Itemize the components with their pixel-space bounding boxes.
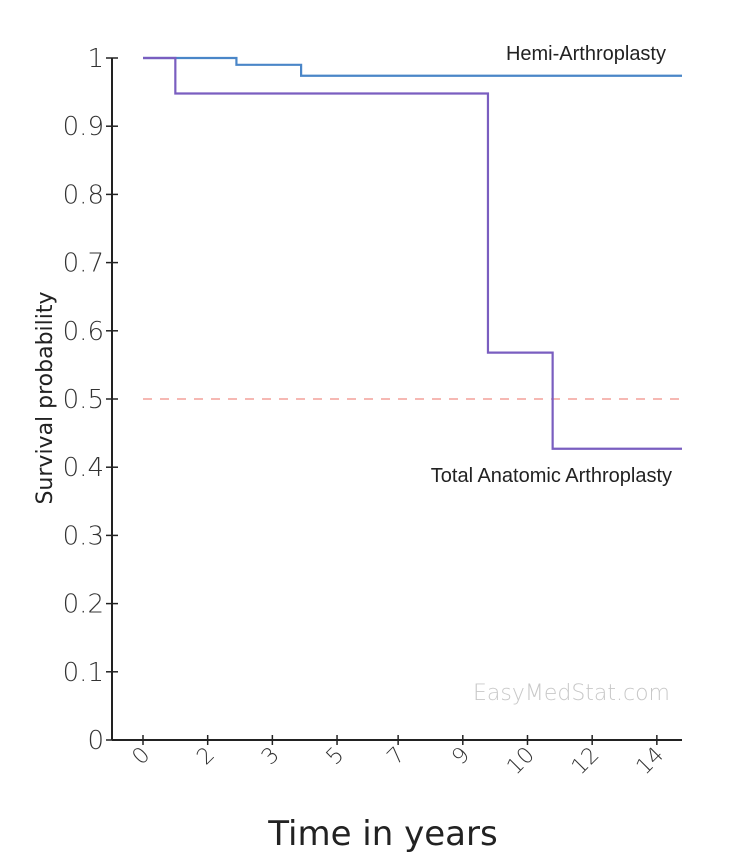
x-tick-label: 10 [502, 743, 539, 780]
y-tick-label: 0.4 [63, 453, 104, 483]
y-tick-label: 0 [87, 726, 104, 756]
y-tick-label: 1 [87, 44, 104, 74]
x-axis-title: Time in years [267, 814, 497, 854]
series-line-hemi-arthroplasty [143, 56, 682, 77]
y-tick-label: 0.3 [63, 521, 104, 551]
y-tick-label: 0.2 [63, 590, 104, 620]
y-tick-label: 0.6 [63, 317, 104, 347]
x-tick-label: 14 [632, 743, 669, 780]
x-tick-label: 3 [257, 743, 285, 771]
series-label-hemi-arthroplasty: Hemi-Arthroplasty [506, 43, 666, 65]
y-tick-label: 0.9 [63, 112, 104, 142]
x-tick-label: 5 [322, 743, 350, 771]
watermark-text: EasyMedStat.com [473, 681, 670, 706]
y-axis-ticks: 0 0.1 0.2 0.3 0.4 0.5 0.6 0.7 0.8 0.9 1 [63, 44, 118, 756]
y-tick-label: 0.7 [63, 249, 104, 279]
y-tick-label: 0.5 [63, 385, 104, 415]
x-axis-ticks: 0 2 3 5 7 9 10 12 14 [128, 735, 669, 780]
x-tick-label: 0 [128, 743, 156, 771]
x-tick-label: 9 [447, 743, 475, 771]
y-tick-label: 0.1 [63, 658, 104, 688]
x-tick-label: 2 [192, 743, 220, 771]
x-tick-label: 7 [383, 743, 411, 771]
y-tick-label: 0.8 [63, 180, 104, 210]
x-tick-label: 12 [567, 743, 604, 780]
series-line-total-anatomic-arthroplasty [143, 56, 682, 450]
series-group [143, 56, 682, 450]
y-axis-title: Survival probability [33, 291, 58, 504]
series-label-total-anatomic-arthroplasty: Total Anatomic Arthroplasty [431, 465, 672, 487]
